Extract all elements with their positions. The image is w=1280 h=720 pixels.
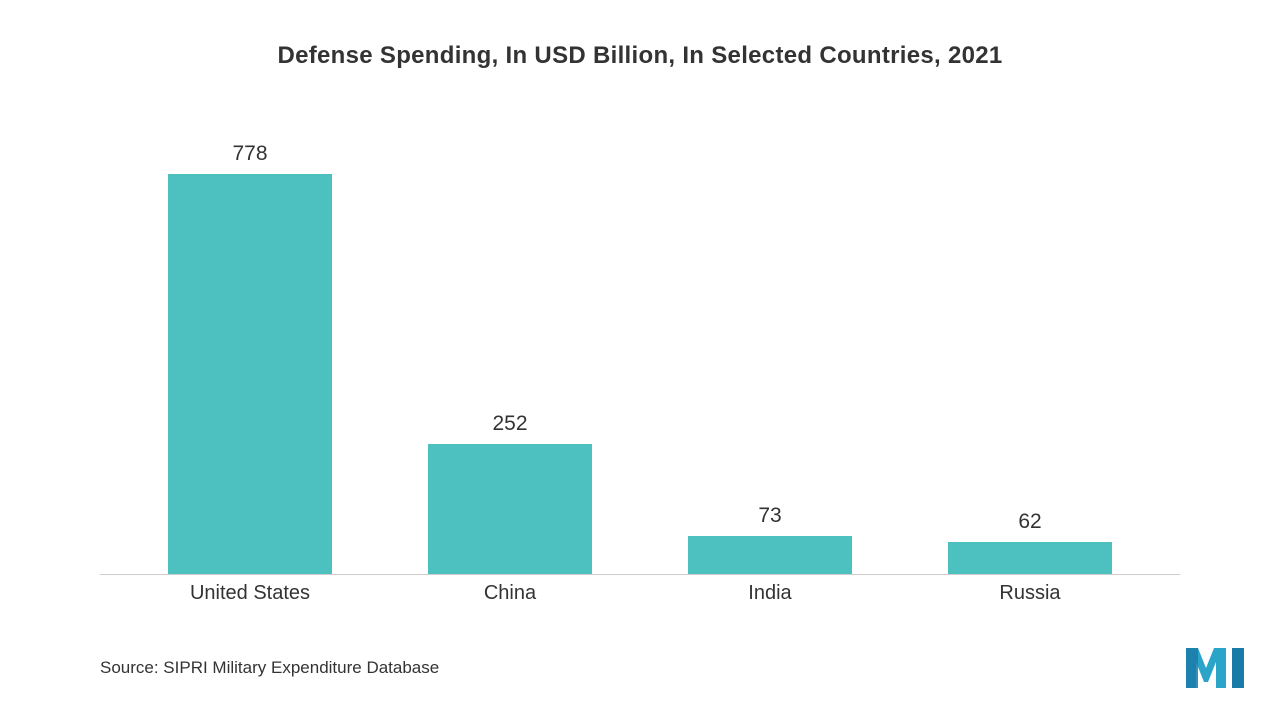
category-label: Russia [916, 582, 1145, 605]
category-label: China [396, 582, 625, 605]
bar-value-label: 73 [758, 504, 781, 528]
bar-value-label: 62 [1018, 510, 1041, 534]
bar-group-1: 252 [396, 412, 625, 574]
bar-rect [948, 542, 1113, 574]
bar-group-3: 62 [916, 510, 1145, 574]
bars-container: 778 252 73 62 [100, 135, 1180, 574]
logo-i-shape [1232, 648, 1244, 688]
x-axis-labels: United States China India Russia [100, 582, 1180, 605]
bar-rect [688, 536, 853, 574]
bar-value-label: 252 [492, 412, 527, 436]
chart-title: Defense Spending, In USD Billion, In Sel… [0, 0, 1280, 70]
bar-value-label: 778 [232, 142, 267, 166]
category-label: United States [136, 582, 365, 605]
bar-group-2: 73 [656, 504, 885, 574]
source-attribution: Source: SIPRI Military Expenditure Datab… [100, 658, 439, 678]
bar-group-0: 778 [136, 142, 365, 574]
brand-logo-icon [1184, 640, 1252, 690]
chart-plot-area: 778 252 73 62 [100, 135, 1180, 575]
bar-rect [168, 174, 333, 574]
bar-rect [428, 444, 593, 574]
category-label: India [656, 582, 885, 605]
logo-accent-shape [1186, 648, 1198, 688]
